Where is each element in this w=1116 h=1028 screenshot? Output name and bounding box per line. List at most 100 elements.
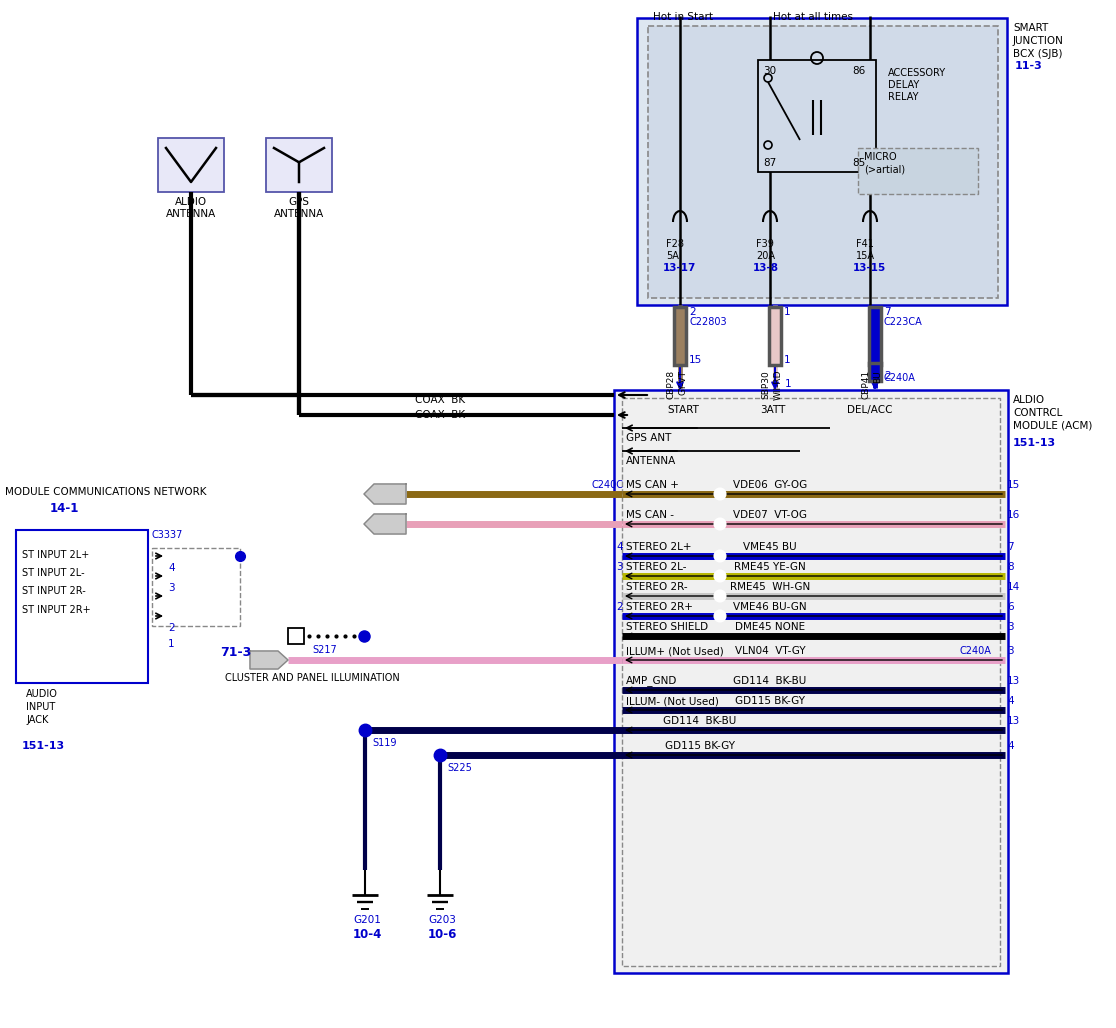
Text: VDE06  GY-OG: VDE06 GY-OG: [733, 480, 807, 490]
Text: C3337: C3337: [152, 530, 183, 540]
Text: CBP28: CBP28: [666, 370, 675, 399]
Text: STEREO SHIELD: STEREO SHIELD: [626, 622, 709, 632]
Text: 2: 2: [169, 623, 174, 633]
Text: JUNCTION: JUNCTION: [1013, 36, 1064, 46]
Text: ILLUM- (Not Used): ILLUM- (Not Used): [626, 696, 719, 706]
Text: ANTENNA: ANTENNA: [626, 456, 676, 466]
Text: 1: 1: [785, 379, 791, 389]
FancyBboxPatch shape: [637, 19, 1007, 305]
Text: C240A: C240A: [884, 373, 916, 383]
Text: MODULE COMMUNICATIONS NETWORK: MODULE COMMUNICATIONS NETWORK: [4, 487, 206, 497]
Text: CLUSTER AND PANEL ILLUMINATION: CLUSTER AND PANEL ILLUMINATION: [225, 673, 400, 683]
Text: STEREO 2R+: STEREO 2R+: [626, 602, 693, 612]
Text: VME46 BU-GN: VME46 BU-GN: [733, 602, 807, 612]
Text: GD115 BK-GY: GD115 BK-GY: [735, 696, 805, 706]
Text: GPS: GPS: [289, 197, 309, 207]
Text: WII-RD: WII-RD: [773, 370, 782, 401]
Text: ANTENNA: ANTENNA: [166, 209, 217, 219]
Text: 6: 6: [1007, 602, 1013, 612]
Text: INPUT: INPUT: [26, 702, 56, 712]
Text: GD114  BK-BU: GD114 BK-BU: [663, 715, 737, 726]
Polygon shape: [364, 484, 406, 504]
Text: ST INPUT 2L+: ST INPUT 2L+: [22, 550, 89, 560]
Circle shape: [714, 518, 725, 529]
Text: 86: 86: [852, 66, 865, 76]
Text: 14-1: 14-1: [50, 502, 79, 514]
Text: 14: 14: [1007, 582, 1020, 592]
Text: 15: 15: [1007, 480, 1020, 490]
Text: VDE07  VT-OG: VDE07 VT-OG: [733, 510, 807, 520]
Circle shape: [714, 611, 725, 622]
Text: S217: S217: [312, 645, 337, 655]
FancyBboxPatch shape: [648, 26, 998, 298]
Text: 15: 15: [689, 355, 702, 365]
Text: RME45  WH-GN: RME45 WH-GN: [730, 582, 810, 592]
Text: JACK: JACK: [26, 715, 48, 725]
Text: 13: 13: [1007, 676, 1020, 686]
Text: 3: 3: [1007, 622, 1013, 632]
Text: MODULE (ACM): MODULE (ACM): [1013, 421, 1093, 431]
Circle shape: [714, 571, 725, 582]
Text: BU: BU: [874, 370, 883, 382]
Text: 4: 4: [616, 542, 623, 552]
Text: Hot in Start: Hot in Start: [653, 12, 713, 22]
Text: 10-4: 10-4: [353, 928, 383, 942]
Text: ILLUM+ (Not Used): ILLUM+ (Not Used): [626, 646, 724, 656]
Text: 13-17: 13-17: [663, 263, 696, 273]
Text: MS CAN +: MS CAN +: [626, 480, 679, 490]
Text: GY-VT: GY-VT: [679, 370, 687, 395]
Text: BCX (SJB): BCX (SJB): [1013, 49, 1062, 59]
Polygon shape: [250, 651, 288, 669]
FancyBboxPatch shape: [758, 60, 876, 172]
Text: F28: F28: [666, 238, 684, 249]
Text: ST INPUT 2R+: ST INPUT 2R+: [22, 605, 90, 615]
Text: 1: 1: [785, 355, 790, 365]
Text: CONTRCL: CONTRCL: [1013, 408, 1062, 418]
Text: G201: G201: [353, 915, 381, 925]
Text: 87: 87: [763, 158, 777, 168]
FancyBboxPatch shape: [158, 138, 224, 192]
Text: 11-3: 11-3: [1014, 61, 1042, 71]
Text: G203: G203: [429, 915, 455, 925]
Text: ST INPUT 2L-: ST INPUT 2L-: [22, 568, 85, 578]
Text: S225: S225: [448, 763, 472, 773]
Text: Hot at all times: Hot at all times: [773, 12, 853, 22]
Text: 151-13: 151-13: [22, 741, 65, 751]
Text: 13-15: 13-15: [853, 263, 886, 273]
Text: VME45 BU: VME45 BU: [743, 542, 797, 552]
Text: SMART: SMART: [1013, 23, 1048, 33]
Text: START: START: [667, 405, 699, 415]
Text: AMP_GND: AMP_GND: [626, 675, 677, 687]
Text: 71-3: 71-3: [220, 647, 251, 660]
Text: 5A: 5A: [666, 251, 679, 261]
Polygon shape: [364, 514, 406, 534]
FancyBboxPatch shape: [769, 307, 781, 365]
Text: F39: F39: [756, 238, 773, 249]
Text: ST INPUT 2R-: ST INPUT 2R-: [22, 586, 86, 596]
Text: 20A: 20A: [756, 251, 775, 261]
Text: 3: 3: [1007, 646, 1013, 656]
Text: DME45 NONE: DME45 NONE: [735, 622, 805, 632]
Text: ANTENNA: ANTENNA: [273, 209, 324, 219]
Text: 85: 85: [852, 158, 865, 168]
Text: AUDIO: AUDIO: [26, 689, 58, 699]
Text: ALDIO: ALDIO: [1013, 395, 1045, 405]
Text: (>artial): (>artial): [864, 166, 905, 175]
Text: STEREO 2R-: STEREO 2R-: [626, 582, 687, 592]
Text: GD114  BK-BU: GD114 BK-BU: [733, 676, 807, 686]
FancyBboxPatch shape: [869, 363, 881, 381]
Text: 10-6: 10-6: [429, 928, 458, 942]
Text: ALDIO: ALDIO: [175, 197, 208, 207]
Text: 7: 7: [1007, 542, 1013, 552]
Text: C22803: C22803: [689, 317, 727, 327]
Text: COAX  BK: COAX BK: [415, 395, 465, 405]
FancyBboxPatch shape: [869, 307, 881, 365]
Text: 30: 30: [763, 66, 776, 76]
Text: S119: S119: [372, 738, 396, 748]
Text: 16: 16: [1007, 510, 1020, 520]
Text: 15A: 15A: [856, 251, 875, 261]
Text: 4: 4: [1007, 696, 1013, 706]
Text: GPS ANT: GPS ANT: [626, 433, 672, 443]
Text: C223CA: C223CA: [884, 317, 923, 327]
Text: SBP30: SBP30: [761, 370, 770, 399]
